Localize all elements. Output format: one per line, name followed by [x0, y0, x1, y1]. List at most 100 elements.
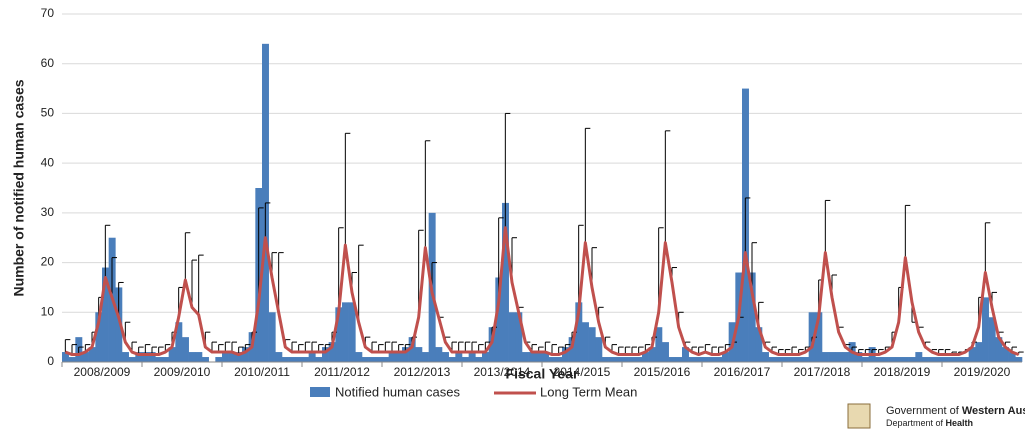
x-tick-label: 2014/2015 — [554, 365, 611, 379]
bar — [635, 357, 643, 362]
bar — [768, 357, 776, 362]
bar — [155, 357, 163, 362]
y-tick-label: 30 — [41, 205, 55, 219]
bar — [888, 357, 896, 362]
y-tick-label: 50 — [41, 106, 55, 120]
brand-line: Government of Western Aus — [886, 405, 1025, 417]
bar — [702, 357, 709, 362]
bar — [748, 272, 756, 362]
bar — [202, 357, 209, 362]
bar — [415, 347, 423, 362]
bar — [982, 297, 989, 362]
bar — [355, 352, 363, 362]
bar — [515, 312, 523, 362]
bar — [828, 352, 836, 362]
y-tick-label: 10 — [41, 304, 55, 318]
bar — [575, 302, 583, 362]
bar — [455, 352, 463, 362]
bar — [975, 342, 983, 362]
x-tick-label: 2008/2009 — [74, 365, 131, 379]
x-axis-title: Fiscal Year — [506, 366, 579, 382]
bar — [1002, 347, 1009, 362]
bar — [608, 357, 616, 362]
bar — [535, 352, 543, 362]
bar — [182, 337, 189, 362]
bar — [568, 337, 576, 362]
bar — [955, 357, 963, 362]
bar — [548, 357, 556, 362]
bar — [62, 352, 69, 362]
x-tick-label: 2018/2019 — [874, 365, 931, 379]
bar — [862, 357, 869, 362]
bar — [902, 357, 909, 362]
x-tick-label: 2017/2018 — [794, 365, 851, 379]
legend-label: Notified human cases — [335, 384, 461, 399]
bar — [935, 357, 943, 362]
bar — [488, 327, 496, 362]
bar — [522, 352, 529, 362]
bar — [762, 352, 769, 362]
bar — [555, 357, 563, 362]
bar — [402, 347, 409, 362]
bar — [968, 347, 976, 362]
bar — [68, 357, 76, 362]
bar — [375, 357, 383, 362]
bar — [668, 357, 676, 362]
x-tick-label: 2016/2017 — [714, 365, 771, 379]
bar — [148, 352, 156, 362]
bar — [88, 347, 96, 362]
bar — [135, 352, 143, 362]
bar — [1008, 352, 1016, 362]
bar — [775, 357, 783, 362]
bar — [282, 357, 289, 362]
bar — [462, 357, 469, 362]
bar — [295, 357, 303, 362]
bar — [175, 322, 183, 362]
bar — [115, 287, 123, 362]
bar — [122, 352, 129, 362]
bar — [948, 357, 956, 362]
bar — [348, 302, 356, 362]
bar — [695, 357, 703, 362]
bar — [468, 352, 476, 362]
bar — [815, 312, 823, 362]
bar — [482, 352, 489, 362]
bar — [895, 357, 903, 362]
bar — [168, 347, 176, 362]
bar — [128, 357, 136, 362]
bar — [508, 312, 516, 362]
bar — [368, 357, 376, 362]
bar — [628, 357, 636, 362]
bar — [835, 352, 843, 362]
bar — [188, 352, 196, 362]
y-tick-label: 0 — [47, 354, 54, 368]
bar — [362, 357, 369, 362]
bar — [795, 357, 803, 362]
bar — [95, 312, 103, 362]
y-tick-label: 60 — [41, 56, 55, 70]
x-tick-label: 2012/2013 — [394, 365, 451, 379]
bar — [542, 352, 549, 362]
crest — [847, 403, 871, 429]
bar — [442, 352, 449, 362]
bar — [908, 357, 916, 362]
bar — [708, 357, 716, 362]
bar — [662, 342, 669, 362]
bar — [995, 337, 1003, 362]
bar — [328, 342, 336, 362]
bar — [102, 267, 109, 362]
bar — [195, 352, 203, 362]
bar — [942, 357, 949, 362]
bar — [288, 357, 296, 362]
bar — [475, 357, 483, 362]
bar — [528, 352, 536, 362]
y-axis-title: Number of notified human cases — [11, 79, 27, 296]
bar — [688, 357, 696, 362]
x-tick-label: 2010/2011 — [234, 365, 290, 379]
bar — [755, 327, 763, 362]
bar — [342, 302, 349, 362]
bar — [228, 352, 236, 362]
y-tick-label: 20 — [41, 255, 55, 269]
bar — [855, 352, 863, 362]
